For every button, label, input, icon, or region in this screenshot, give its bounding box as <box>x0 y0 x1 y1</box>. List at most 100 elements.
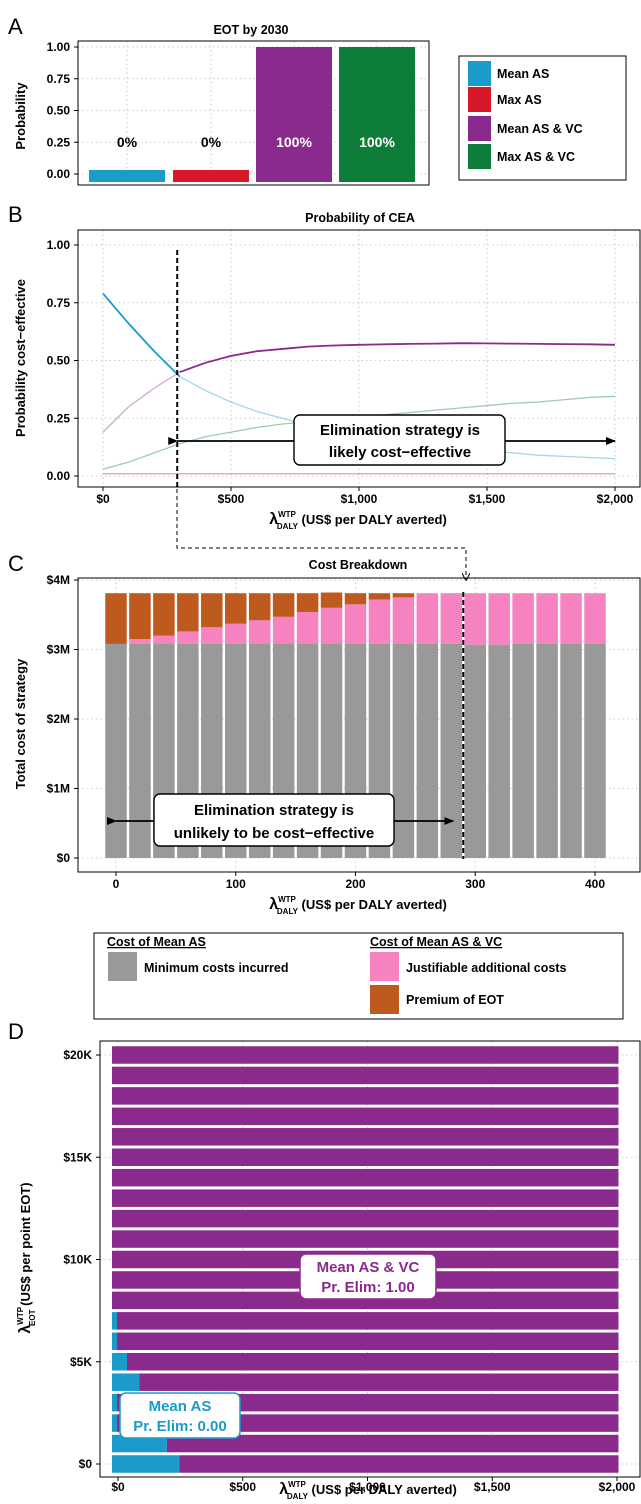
panel-c-xtick: 300 <box>465 877 485 891</box>
hbar-mean-as <box>112 1434 167 1453</box>
panel-c-annotation-line1: Elimination strategy is <box>194 802 354 819</box>
panel-a-ytick: 1.00 <box>47 40 71 54</box>
panel-b-xtick: $2,000 <box>597 492 634 506</box>
data-label-0: 0% <box>117 134 138 150</box>
stacked-bar-minimum <box>464 644 486 858</box>
stacked-bar-minimum <box>416 643 439 858</box>
stacked-bar-justifiable <box>225 623 247 644</box>
hbar-mean-as <box>112 1414 117 1432</box>
stacked-bar-premium <box>344 593 367 605</box>
bar-max-as <box>173 170 249 182</box>
panel-a-frame <box>77 40 430 186</box>
panel-b-xtick: $0 <box>96 492 110 506</box>
stacked-bar-justifiable <box>464 593 486 645</box>
stacked-bar-premium <box>368 593 391 600</box>
hbar-mean-as-vc <box>179 1455 619 1473</box>
panel-b-ytick: 0.25 <box>47 411 71 425</box>
panel-c-legend: Cost of Mean AS Cost of Mean AS & VC Min… <box>93 932 624 1020</box>
stacked-bar-minimum <box>488 644 510 858</box>
panel-d-xtick: $1,000 <box>349 1480 386 1494</box>
stacked-bar-justifiable <box>368 599 391 644</box>
bar-mean-as <box>89 170 165 182</box>
stacked-bar-justifiable <box>344 604 367 644</box>
legend-header-mean-as: Cost of Mean AS <box>107 935 206 949</box>
hbar-mean-as-vc <box>112 1189 619 1207</box>
stacked-bar-justifiable <box>488 593 510 645</box>
panel-c: C Cost Breakdown $4M $3M $2M $1M $0 0 100 200 30… <box>8 551 641 916</box>
panel-c-ytick: $4M <box>47 573 70 587</box>
stacked-bar-minimum <box>512 643 534 858</box>
panel-d-label-vc-line2: Pr. Elim: 1.00 <box>321 1279 414 1296</box>
panel-d-ytick: $5K <box>70 1355 92 1369</box>
panel-b-ylabel: Probability cost−effective <box>13 279 28 437</box>
panel-d-xtick: $0 <box>111 1480 125 1494</box>
hbar-mean-as-vc <box>112 1128 619 1146</box>
panel-c-ytick: $3M <box>47 643 70 657</box>
stacked-bar-justifiable <box>560 593 582 644</box>
stacked-bar-minimum <box>392 643 415 858</box>
panel-c-xtick: 400 <box>585 877 605 891</box>
stacked-bar-minimum <box>584 643 606 858</box>
hbar-mean-as-vc <box>112 1209 619 1228</box>
panel-c-annotation-line2: unlikely to be cost−effective <box>174 825 375 842</box>
panel-d-ytick: $10K <box>63 1253 92 1267</box>
stacked-bar-premium <box>392 593 415 598</box>
panel-c-ytick: $1M <box>47 782 70 796</box>
legend-swatch-premium <box>370 985 399 1014</box>
panel-d-label-as-box <box>119 1392 241 1439</box>
hbar-mean-as-vc <box>116 1312 619 1330</box>
stacked-bar-minimum <box>105 643 127 858</box>
panel-c-xtick: 200 <box>345 877 365 891</box>
panel-d-label-vc-box <box>299 1253 437 1300</box>
panel-d-xlabel: λWTP DALY (US$ per DALY averted) <box>279 1480 457 1501</box>
stacked-bar-justifiable <box>584 593 606 644</box>
panel-d-ytick: $20K <box>63 1048 92 1062</box>
stacked-bar-premium <box>320 592 343 608</box>
hbar-mean-as-vc <box>126 1353 619 1371</box>
stacked-bar-justifiable <box>153 635 175 644</box>
panel-c-frame <box>77 577 641 873</box>
stacked-bar-justifiable <box>296 611 319 644</box>
panel-c-xtick: 100 <box>226 877 246 891</box>
hbar-mean-as-vc <box>139 1373 619 1391</box>
stacked-bar-premium <box>248 593 271 621</box>
hbar-mean-as-vc <box>112 1291 619 1310</box>
stacked-bar-premium <box>105 593 127 644</box>
line-mean-as-vc-optimal <box>179 342 616 373</box>
legend-label-max-as: Max AS <box>497 93 542 107</box>
panel-b-ytick: 0.75 <box>47 296 71 310</box>
panel-d-label-as-line2: Pr. Elim: 0.00 <box>133 1418 226 1435</box>
stacked-bar-minimum <box>440 643 463 858</box>
panel-b-annotation-line2: likely cost−effective <box>329 444 471 461</box>
line-mean-as-optimal <box>102 292 181 378</box>
stacked-bar-premium <box>201 593 223 628</box>
panel-b-to-c-connector <box>176 489 466 580</box>
hbar-mean-as <box>112 1373 140 1391</box>
legend-swatch-mean-as <box>468 61 491 86</box>
stacked-bar-justifiable <box>129 639 151 644</box>
stacked-bar-justifiable <box>416 593 439 644</box>
hbar-mean-as <box>112 1353 127 1371</box>
panel-c-ytick: $0 <box>57 851 71 865</box>
hbar-mean-as-vc <box>112 1087 619 1105</box>
legend-swatch-minimum <box>108 952 137 981</box>
data-label-3: 100% <box>359 134 395 150</box>
stacked-bar-minimum <box>536 643 558 858</box>
hbar-mean-as-vc <box>116 1393 619 1412</box>
hbar-mean-as-vc <box>112 1168 619 1187</box>
hbar-mean-as-vc <box>116 1332 619 1351</box>
stacked-bar-justifiable <box>440 593 463 644</box>
panel-b-annotation-line1: Elimination strategy is <box>320 422 480 439</box>
panel-b-xtick: $500 <box>218 492 245 506</box>
panel-a-ytick: 0.50 <box>47 104 71 118</box>
panel-b-title: Probability of CEA <box>305 211 415 225</box>
panel-c-title: Cost Breakdown <box>309 558 408 572</box>
legend-label-mean-as-vc: Mean AS & VC <box>497 122 583 136</box>
hbar-mean-as <box>112 1332 117 1351</box>
panel-d-label-as-line1: Mean AS <box>149 1398 212 1415</box>
hbar-mean-as-vc <box>116 1414 619 1432</box>
panel-c-xtick: 0 <box>113 877 120 891</box>
legend-label-premium: Premium of EOT <box>406 993 504 1007</box>
stacked-bar-justifiable <box>177 631 199 644</box>
